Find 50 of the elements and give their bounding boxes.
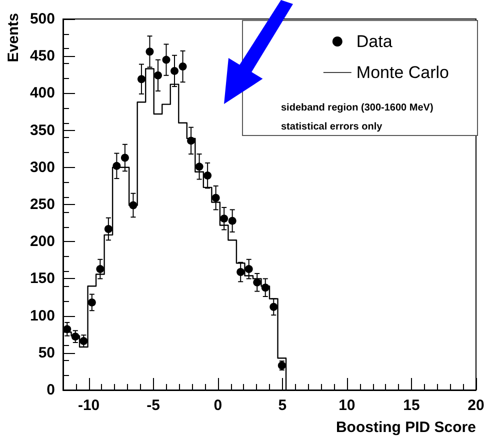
point <box>71 332 80 341</box>
x-axis-title: Boosting PID Score <box>336 419 476 436</box>
point <box>228 216 236 225</box>
point <box>146 48 154 56</box>
point <box>253 278 262 286</box>
legend-label: Data <box>356 32 393 51</box>
point <box>261 284 270 292</box>
point <box>162 56 170 64</box>
y-tick-label: 350 <box>30 122 55 139</box>
x-tick-label: 20 <box>468 397 484 414</box>
y-tick-label: 0 <box>46 382 55 398</box>
point <box>80 337 88 346</box>
legend-label: Monte Carlo <box>356 63 450 82</box>
point <box>187 136 196 145</box>
x-tick-label: -10 <box>78 397 100 414</box>
point <box>170 66 179 75</box>
point <box>178 62 187 70</box>
x-tick-label: -5 <box>146 397 160 414</box>
point <box>220 214 228 223</box>
point <box>120 154 129 162</box>
point <box>270 302 278 311</box>
y-tick-label: 400 <box>30 84 55 102</box>
y-tick-label: 300 <box>30 158 55 176</box>
y-tick-label: 450 <box>30 48 55 65</box>
point <box>212 194 220 202</box>
point <box>104 224 112 233</box>
y-tick-label: 150 <box>30 270 55 288</box>
y-axis-title: Events <box>5 12 22 62</box>
point <box>244 265 253 274</box>
x-tick-label: 10 <box>338 397 356 414</box>
point <box>88 298 96 306</box>
annotation: statistical errors only <box>281 122 383 132</box>
point <box>204 172 212 180</box>
point <box>154 71 162 80</box>
point <box>63 325 72 334</box>
point <box>236 268 245 276</box>
x-tick-label: 5 <box>278 397 287 414</box>
y-tick-label: 200 <box>30 233 55 250</box>
point <box>195 162 204 171</box>
y-tick-label: 100 <box>30 307 55 324</box>
x-tick-label: 15 <box>403 397 420 414</box>
point <box>137 75 146 84</box>
y-tick-label: 500 <box>30 10 55 28</box>
point <box>129 201 138 210</box>
annotation: sideband region (300-1600 MeV) <box>281 102 434 114</box>
point <box>112 162 121 170</box>
y-tick-label: 50 <box>38 344 55 362</box>
x-tick-label: 0 <box>214 397 222 414</box>
y-tick-label: 250 <box>30 196 55 213</box>
point <box>96 265 104 274</box>
